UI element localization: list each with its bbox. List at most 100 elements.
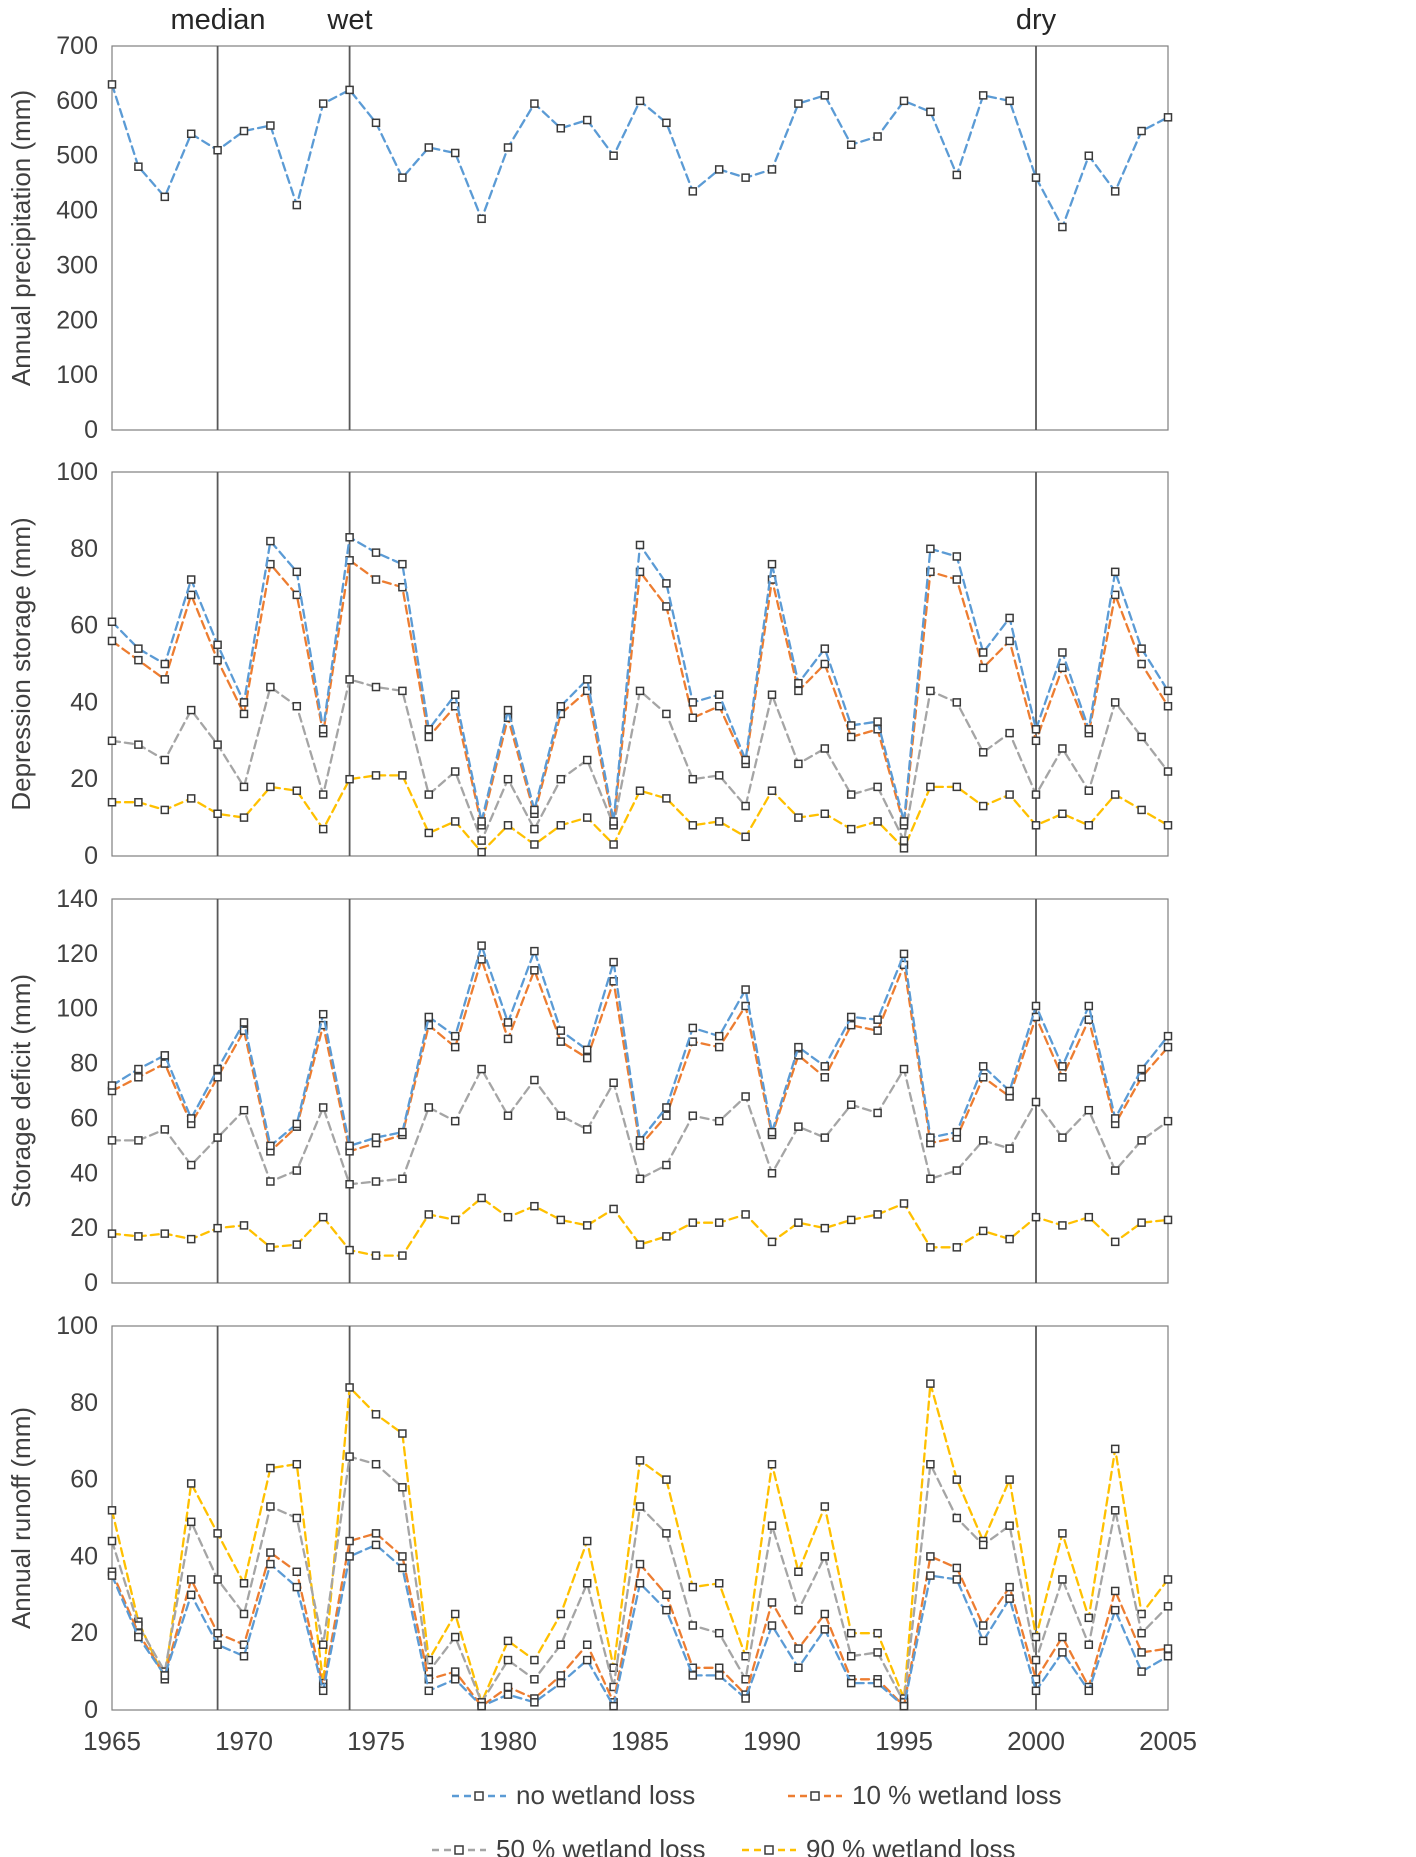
data-point-marker bbox=[134, 162, 143, 171]
data-point-marker bbox=[794, 1042, 803, 1052]
data-point-marker bbox=[714, 1579, 724, 1588]
data-point-marker bbox=[978, 748, 988, 757]
data-point-marker bbox=[978, 1621, 988, 1630]
data-point-marker bbox=[424, 725, 434, 734]
data-point-marker bbox=[1005, 1594, 1014, 1603]
data-point-marker bbox=[556, 1609, 566, 1619]
data-point-marker bbox=[160, 192, 170, 202]
data-point-marker bbox=[873, 1015, 882, 1024]
series-no-wetland-loss bbox=[107, 533, 1173, 826]
data-point-marker bbox=[582, 1053, 592, 1063]
data-point-marker bbox=[239, 1105, 249, 1115]
data-point-marker bbox=[582, 1536, 592, 1546]
data-point-marker bbox=[662, 1605, 671, 1615]
data-point-marker bbox=[450, 1042, 460, 1052]
data-point-marker bbox=[1005, 1086, 1014, 1096]
data-point-marker bbox=[266, 1463, 275, 1473]
data-point-marker bbox=[741, 832, 750, 842]
data-point-marker bbox=[926, 1133, 935, 1142]
data-point-marker bbox=[134, 1232, 143, 1241]
data-point-marker bbox=[556, 1111, 566, 1120]
x-tick-label: 1965 bbox=[83, 1726, 141, 1756]
data-point-marker bbox=[424, 732, 434, 742]
data-point-marker bbox=[978, 1636, 988, 1646]
annotation-dry: dry bbox=[1015, 4, 1057, 36]
data-point-marker bbox=[741, 755, 750, 765]
data-point-marker bbox=[477, 214, 486, 224]
data-point-marker bbox=[107, 80, 117, 89]
data-point-marker bbox=[371, 1529, 381, 1538]
data-point-marker bbox=[635, 96, 645, 106]
data-point-marker bbox=[741, 1210, 750, 1219]
legend-label: no wetland loss bbox=[516, 1780, 695, 1810]
series-line bbox=[110, 1066, 1170, 1186]
data-point-marker bbox=[292, 786, 302, 795]
data-point-marker bbox=[714, 1116, 724, 1126]
data-point-marker bbox=[1058, 1221, 1067, 1230]
data-point-marker bbox=[213, 640, 222, 650]
data-point-marker bbox=[952, 782, 962, 792]
data-point-marker bbox=[503, 1034, 513, 1044]
data-point-marker bbox=[1005, 96, 1014, 106]
data-point-marker bbox=[873, 717, 882, 726]
legend-marker bbox=[474, 1791, 484, 1801]
data-point-marker bbox=[820, 1062, 830, 1071]
data-point-marker bbox=[688, 1621, 698, 1630]
data-point-marker bbox=[318, 1686, 328, 1696]
data-point-marker bbox=[952, 698, 962, 707]
data-point-marker bbox=[794, 686, 803, 696]
data-point-marker bbox=[213, 1628, 222, 1638]
data-point-marker bbox=[873, 1108, 882, 1118]
data-point-marker bbox=[873, 1628, 882, 1638]
data-point-marker bbox=[345, 1141, 354, 1151]
data-point-marker bbox=[160, 675, 170, 684]
data-point-marker bbox=[688, 187, 698, 196]
series-10-wetland-loss bbox=[107, 1529, 1173, 1711]
data-point-marker bbox=[477, 1193, 486, 1203]
data-point-marker bbox=[503, 821, 513, 830]
series-line bbox=[110, 1383, 1170, 1706]
data-point-marker bbox=[556, 774, 566, 784]
data-point-marker bbox=[371, 1410, 381, 1419]
data-point-marker bbox=[345, 85, 354, 95]
data-point-marker bbox=[741, 173, 750, 182]
data-point-marker bbox=[1110, 1166, 1120, 1175]
data-point-marker bbox=[1137, 1136, 1146, 1145]
data-point-marker bbox=[820, 659, 830, 669]
data-point-marker bbox=[160, 1229, 170, 1238]
legend-marker bbox=[454, 1845, 464, 1855]
data-point-marker bbox=[688, 1023, 698, 1033]
data-point-marker bbox=[820, 1502, 830, 1511]
data-point-marker bbox=[926, 1571, 935, 1580]
data-point-marker bbox=[582, 1579, 592, 1588]
x-tick-label: 1990 bbox=[743, 1726, 801, 1756]
data-point-marker bbox=[239, 709, 249, 719]
data-point-marker bbox=[609, 1204, 618, 1214]
data-point-marker bbox=[1137, 1628, 1146, 1638]
data-point-marker bbox=[477, 1701, 486, 1711]
data-point-marker bbox=[767, 559, 777, 569]
data-point-marker bbox=[978, 1062, 988, 1071]
data-point-marker bbox=[318, 1212, 328, 1222]
data-point-marker bbox=[741, 1675, 750, 1684]
data-point-marker bbox=[873, 1648, 882, 1657]
data-point-marker bbox=[424, 828, 434, 838]
data-point-marker bbox=[873, 132, 882, 141]
data-point-marker bbox=[107, 636, 117, 646]
data-point-marker bbox=[450, 690, 460, 699]
data-point-marker bbox=[450, 1667, 460, 1676]
data-point-marker bbox=[1110, 1444, 1120, 1454]
data-point-marker bbox=[477, 941, 486, 950]
data-point-marker bbox=[978, 801, 988, 811]
data-point-marker bbox=[1163, 821, 1173, 830]
data-point-marker bbox=[556, 1640, 566, 1649]
data-point-marker bbox=[635, 1456, 645, 1465]
data-point-marker bbox=[1031, 1686, 1041, 1696]
data-point-marker bbox=[450, 1116, 460, 1126]
data-point-marker bbox=[1137, 644, 1146, 653]
data-point-marker bbox=[292, 1119, 302, 1129]
data-point-marker bbox=[213, 1133, 222, 1142]
data-point-marker bbox=[186, 1590, 196, 1600]
data-point-marker bbox=[741, 1092, 750, 1101]
data-point-marker bbox=[978, 1540, 988, 1550]
